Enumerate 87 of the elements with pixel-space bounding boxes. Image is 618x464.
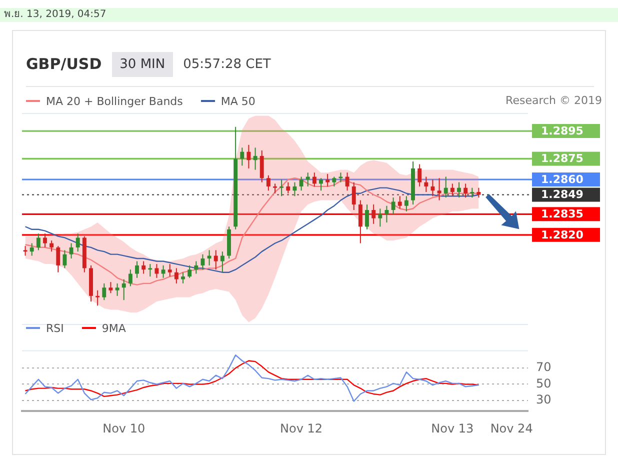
candlestick [43,233,47,248]
candlestick [319,178,323,192]
candlestick [122,278,126,301]
candlestick [200,254,205,270]
candlestick [286,182,290,194]
candlestick [115,282,120,296]
candlestick [214,250,218,270]
candlestick [430,179,435,197]
candlestick [464,183,468,198]
ref-line-label: 1.2895 [541,124,584,138]
candlestick [30,242,34,256]
text: พ.ย. 13, 2019, 04:57 [0,8,618,22]
candlestick [450,183,454,197]
x-tick-label: Nov 10 [102,421,146,436]
candlestick [384,205,389,223]
candlestick [128,269,132,287]
candlestick [102,282,106,301]
ref-line-label: 1.2875 [541,152,584,166]
candlestick [220,251,224,273]
candlestick [23,246,28,256]
legend-label: RSI [46,322,64,334]
candlestick [391,197,396,215]
candlestick [62,250,67,269]
y-tick-label: 30 [536,392,552,407]
candlestick [299,176,304,192]
ref-line-label: 1.2849 [541,188,584,202]
candlestick [418,164,422,187]
candlestick [50,240,54,252]
candlestick [76,233,80,252]
candlestick [280,179,284,197]
candlestick [338,172,343,183]
candlestick [260,150,264,183]
candlestick [470,187,474,198]
text: 30 MIN [112,52,174,76]
legend-label: MA 50 [220,94,256,108]
candlestick [404,196,408,212]
candlestick [378,208,382,228]
ref-line-label: 1.2820 [541,228,584,242]
candlestick [292,182,297,197]
candlestick [312,172,316,187]
candlestick [174,268,178,284]
candlestick [253,147,258,170]
y-tick-label: 50 [536,376,552,390]
candlestick [365,204,369,230]
candlestick [188,264,192,278]
candlestick [457,182,461,198]
candlestick [246,144,251,169]
candlestick [273,183,277,194]
text: 05:57:28 CET [183,56,271,72]
candlestick [444,176,448,198]
candlestick [148,264,152,278]
candlestick [56,246,60,273]
candlestick [142,260,146,274]
candlestick [424,176,428,192]
candlestick [161,264,166,278]
candlestick [332,176,336,187]
ref-line-label: 1.2860 [541,172,584,186]
candlestick [437,178,442,201]
candlestick [108,282,113,294]
candlestick [352,182,356,210]
candlestick [168,264,172,278]
ref-line-label: 1.2835 [541,208,584,221]
candlestick [154,264,159,278]
legend-label: 9MA [102,322,126,334]
text: Research © 2019 [506,93,602,109]
candlestick [135,260,139,278]
candlestick [345,172,350,192]
x-tick-label: Nov 24 [490,421,533,436]
candlestick [358,200,362,244]
candlestick [476,187,481,198]
chart-title: GBP/USD [26,55,102,73]
candlestick [194,260,198,274]
candlestick [398,196,402,210]
y-tick-label: 70 [536,360,552,374]
candlestick [240,147,244,166]
candlestick [326,173,330,187]
candlestick [96,290,100,306]
candlestick [36,233,40,251]
x-tick-label: Nov 13 [431,421,474,436]
candlestick [266,174,270,192]
candlestick [207,250,212,266]
candlestick [69,242,74,259]
x-tick-label: Nov 12 [280,421,323,436]
candlestick [372,204,376,224]
candlestick [181,272,185,284]
legend-label: MA 20 + Bollinger Bands [46,94,183,108]
candlestick [306,172,310,187]
